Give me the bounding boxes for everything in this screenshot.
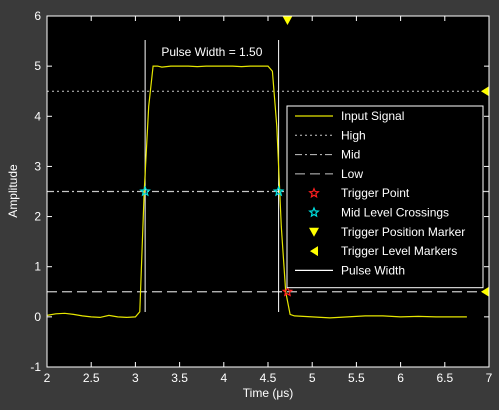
x-tick-label: 4.5 <box>260 371 277 385</box>
y-tick-label: 4 <box>34 109 41 123</box>
legend-item: Trigger Position Marker <box>309 225 465 239</box>
legend-item: High <box>295 128 366 142</box>
x-tick-label: 2.5 <box>83 371 100 385</box>
mid-crossing-marker-1 <box>139 185 151 197</box>
legend-item: Pulse Width <box>295 263 405 277</box>
legend: Input Signal High Mid Low Trigger Point Mid L… <box>286 105 484 289</box>
x-tick-label: 6 <box>397 371 404 385</box>
legend-item: Trigger Point <box>308 186 410 200</box>
trigger-level-marker-1 <box>481 86 489 97</box>
legend-label: Input Signal <box>341 109 404 123</box>
legend-item: Low <box>295 167 363 181</box>
x-tick-label: 2 <box>44 371 51 385</box>
x-tick-label: 7 <box>486 371 493 385</box>
legend-swatch-trigger-point <box>308 187 320 199</box>
input-signal-line <box>46 65 467 319</box>
legend-item: Trigger Level Markers <box>310 244 457 258</box>
trigger-level-marker-2 <box>481 286 489 297</box>
x-tick-label: 4 <box>220 371 227 385</box>
legend-label: Mid Level Crossings <box>341 206 449 220</box>
legend-label: Trigger Level Markers <box>341 244 457 258</box>
legend-item: Input Signal <box>295 109 404 123</box>
x-tick-label: 3 <box>132 371 139 385</box>
x-tick-label: 3.5 <box>171 371 188 385</box>
axes-layer: 2 2.5 3 3.5 4 4.5 5 5.5 6 6.5 7 -1 0 1 2 3 4 5 6 <box>30 9 492 385</box>
legend-item: Mid Level Crossings <box>308 206 449 220</box>
y-tick-label: 0 <box>34 310 41 324</box>
legend-label: Trigger Point <box>341 186 410 200</box>
legend-swatch-mid-crossings <box>308 206 320 218</box>
trigger-point-marker <box>281 285 294 297</box>
y-tick-label: -1 <box>30 360 41 374</box>
legend-label: Pulse Width <box>341 263 405 277</box>
legend-label: Mid <box>341 148 360 162</box>
y-tick-label: 5 <box>34 59 41 73</box>
legend-box <box>286 105 484 289</box>
y-tick-label: 3 <box>34 159 41 173</box>
legend-swatch-trigger-levels <box>310 246 318 257</box>
legend-label: Low <box>341 167 363 181</box>
mid-crossing-marker-2 <box>272 185 285 197</box>
series-layer: Pulse Width = 1.50 <box>46 16 489 319</box>
y-tick-label: 2 <box>34 210 41 224</box>
trigger-position-marker <box>282 16 293 25</box>
x-axis-label: Time (μs) <box>243 386 293 400</box>
y-tick-label: 6 <box>34 9 41 23</box>
x-tick-label: 6.5 <box>436 371 453 385</box>
legend-label: Trigger Position Marker <box>341 225 465 239</box>
y-axis-label: Amplitude <box>6 164 20 218</box>
pulse-width-annotation: Pulse Width = 1.50 <box>161 45 262 59</box>
legend-swatch-trigger-position <box>309 227 319 237</box>
x-tick-label: 5 <box>309 371 316 385</box>
y-tick-label: 1 <box>34 260 41 274</box>
legend-label: High <box>341 128 366 142</box>
x-tick-label: 5.5 <box>348 371 365 385</box>
legend-item: Mid <box>295 148 360 162</box>
